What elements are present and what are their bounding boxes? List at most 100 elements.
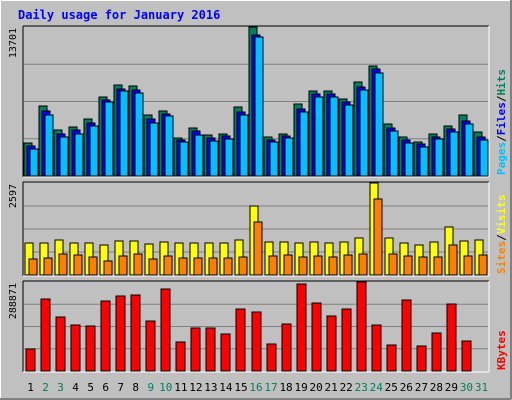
bar-sites [388,253,398,276]
x-tick-label: 24 [370,381,384,394]
bar-sites [283,254,293,276]
panel-kbytes: 288871 KBytes [8,280,508,373]
legend-entry: Visits [495,195,508,235]
bar-sites [208,257,218,276]
bar-kbytes [251,311,262,372]
bar-kbytes [416,345,427,372]
bar-pages [119,90,129,177]
bar-kbytes [115,295,126,372]
bar-pages [194,134,204,177]
bar-sites [148,258,158,276]
legend-entry: Files [495,102,508,135]
bar-sites [133,253,143,276]
legend-entry: / [495,95,508,102]
bar-kbytes [266,343,277,372]
legend-visits-sites: Sites/Visits [495,195,508,275]
bar-pages [434,138,444,177]
x-tick-label: 13 [204,381,217,394]
bar-pages [449,131,459,177]
legend-hits-files-pages: Pages/Files/Hits [495,69,508,175]
bar-sites [178,257,188,276]
x-tick-label: 16 [249,381,262,394]
bar-kbytes [401,299,412,372]
bar-sites [43,257,53,276]
bar-sites [88,256,98,276]
legend-entry: Sites [495,241,508,274]
bar-sites [103,260,113,276]
legend-entry: / [495,234,508,241]
x-tick-label: 9 [147,381,154,394]
bar-pages [89,125,99,177]
x-tick-label: 7 [117,381,124,394]
bar-pages [464,123,474,177]
bar-kbytes [311,302,322,372]
x-tick-label: 12 [189,381,202,394]
bar-kbytes [25,348,36,372]
bar-kbytes [431,332,442,372]
bar-pages [404,142,414,177]
bar-kbytes [70,324,81,372]
x-tick-label: 14 [219,381,233,394]
x-tick-label: 18 [279,381,292,394]
x-tick-label: 29 [445,381,458,394]
bar-pages [29,148,39,177]
bar-sites [313,255,323,276]
bar-pages [239,114,249,177]
x-tick-label: 4 [72,381,79,394]
bar-kbytes [175,341,186,372]
bar-sites [298,256,308,276]
bar-sites [268,255,278,276]
bar-kbytes [145,320,156,372]
bar-pages [134,92,144,177]
bar-pages [419,146,429,177]
bar-sites [373,198,383,276]
bar-pages [149,122,159,177]
bar-sites [253,221,263,276]
scale-label: 288871 [8,283,19,319]
bar-kbytes [356,281,367,372]
bar-sites [433,256,443,276]
bar-sites [73,254,83,276]
bar-pages [59,136,69,177]
bar-sites [343,254,353,276]
bar-pages [74,133,84,177]
scale-label: 13701 [8,28,19,58]
x-tick-label: 2 [42,381,49,394]
legend-entry: / [495,135,508,142]
bar-kbytes [446,303,457,372]
bar-kbytes [341,308,352,372]
panel-hits-files-pages: 13701 Pages/Files/Hits [8,25,508,178]
bar-kbytes [386,344,397,372]
bar-pages [359,89,369,177]
bar-kbytes [190,327,201,372]
bar-kbytes [85,325,96,372]
x-tick-label: 19 [294,381,307,394]
x-tick-label: 28 [430,381,443,394]
bar-kbytes [205,327,216,372]
bar-pages [209,140,219,177]
x-tick-label: 11 [174,381,187,394]
bar-pages [299,111,309,177]
bar-sites [448,244,458,276]
bar-kbytes [371,324,382,372]
bar-sites [418,256,428,276]
bar-pages [284,137,294,177]
x-tick-label: 8 [132,381,139,394]
bar-sites [163,255,173,276]
x-tick-label: 10 [159,381,172,394]
bar-kbytes [160,288,171,372]
legend-entry: Pages [495,142,508,175]
bar-kbytes [55,316,66,372]
bar-sites [328,256,338,276]
bar-pages [269,141,279,177]
x-tick-label: 21 [325,381,338,394]
x-tick-label: 17 [264,381,277,394]
bar-pages [329,96,339,177]
bar-sites [28,258,38,276]
x-tick-label: 5 [87,381,94,394]
bar-pages [164,115,174,177]
x-tick-label: 31 [475,381,488,394]
bar-pages [374,72,384,177]
bar-kbytes [100,300,111,372]
